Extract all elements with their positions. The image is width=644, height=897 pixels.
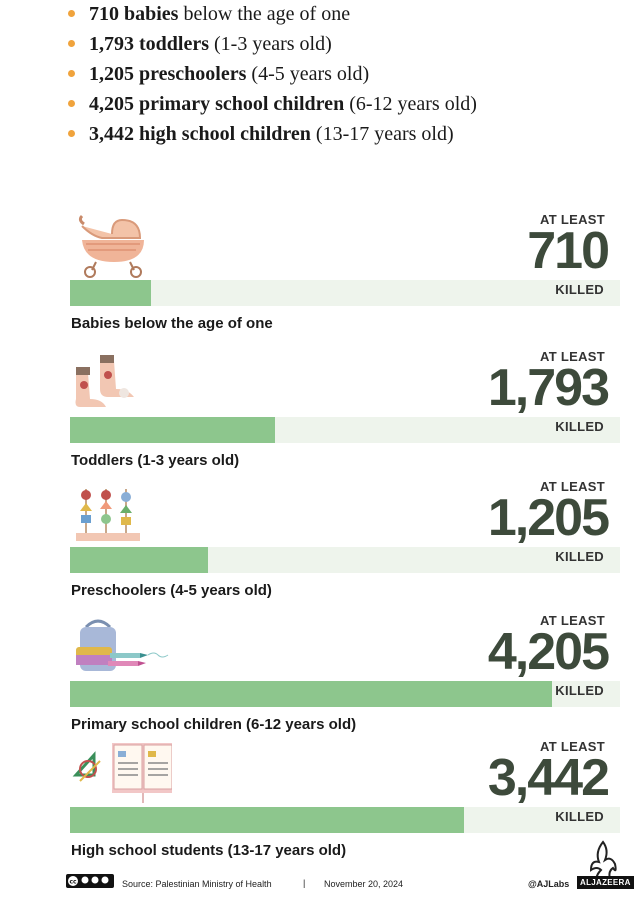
category-label: Preschoolers (4-5 years old) xyxy=(71,582,272,599)
chart-row: AT LEAST 1,793 KILLED Toddlers (1-3 years o… xyxy=(0,349,644,484)
publication-date: November 20, 2024 xyxy=(324,879,404,889)
abacus-icon xyxy=(72,479,172,545)
category-label: Primary school children (6-12 years old) xyxy=(71,716,357,733)
book-geometry-icon xyxy=(72,739,174,805)
value-label: 1,793 xyxy=(487,359,610,417)
chart-row: AT LEAST 3,442 KILLED High school students … xyxy=(0,739,644,874)
killed-label: KILLED xyxy=(555,419,604,434)
bar xyxy=(70,681,552,707)
svg-text:cc: cc xyxy=(69,879,77,886)
summary-item: 4,205 primary school children (6-12 year… xyxy=(68,90,477,120)
killed-label: KILLED xyxy=(555,549,604,564)
baby-booties-icon xyxy=(72,349,172,415)
killed-label: KILLED xyxy=(555,282,604,297)
bar-track xyxy=(70,417,620,443)
at-least-label: AT LEAST xyxy=(540,613,605,628)
summary-item: 1,793 toddlers (1-3 years old) xyxy=(68,30,477,60)
category-label: Toddlers (1-3 years old) xyxy=(71,452,240,469)
footer-separator: | xyxy=(303,878,306,888)
summary-item: 3,442 high school children (13-17 years … xyxy=(68,120,477,150)
summary-item: 1,205 preschoolers (4-5 years old) xyxy=(68,60,477,90)
ajlabs-handle: @AJLabs xyxy=(528,879,570,889)
bar-track xyxy=(70,280,620,306)
bar xyxy=(70,807,465,833)
bar xyxy=(70,280,152,306)
bar-track xyxy=(70,807,620,833)
chart-row: AT LEAST 710 KILLED Babies below the age of… xyxy=(0,212,644,347)
summary-list: 710 babies below the age of one 1,793 to… xyxy=(68,0,477,150)
value-label: 710 xyxy=(527,222,610,280)
at-least-label: AT LEAST xyxy=(540,212,605,227)
at-least-label: AT LEAST xyxy=(540,739,605,754)
backpack-crayons-icon xyxy=(72,613,172,679)
creative-commons-icon: cc xyxy=(66,874,114,888)
chart-row: AT LEAST 1,205 KILLED Preschoolers (4-5 yea… xyxy=(0,479,644,614)
value-label: 1,205 xyxy=(487,489,610,547)
killed-label: KILLED xyxy=(555,809,604,824)
source-text: Source: Palestinian Ministry of Health xyxy=(122,879,272,889)
killed-label: KILLED xyxy=(555,683,604,698)
bar-track xyxy=(70,681,620,707)
at-least-label: AT LEAST xyxy=(540,349,605,364)
bar xyxy=(70,547,209,573)
category-label: High school students (13-17 years old) xyxy=(71,842,347,859)
chart-row: AT LEAST 4,205 KILLED Primary school childr… xyxy=(0,613,644,748)
baby-carriage-icon xyxy=(72,212,172,278)
value-label: 3,442 xyxy=(487,749,610,807)
at-least-label: AT LEAST xyxy=(540,479,605,494)
aljazeera-wordmark: ALJAZEERA xyxy=(577,876,634,889)
bar-track xyxy=(70,547,620,573)
category-label: Babies below the age of one xyxy=(71,315,273,332)
footer: cc Source: Palestinian Ministry of Healt… xyxy=(0,840,644,897)
bar xyxy=(70,417,276,443)
value-label: 4,205 xyxy=(487,623,610,681)
summary-item: 710 babies below the age of one xyxy=(68,0,477,30)
